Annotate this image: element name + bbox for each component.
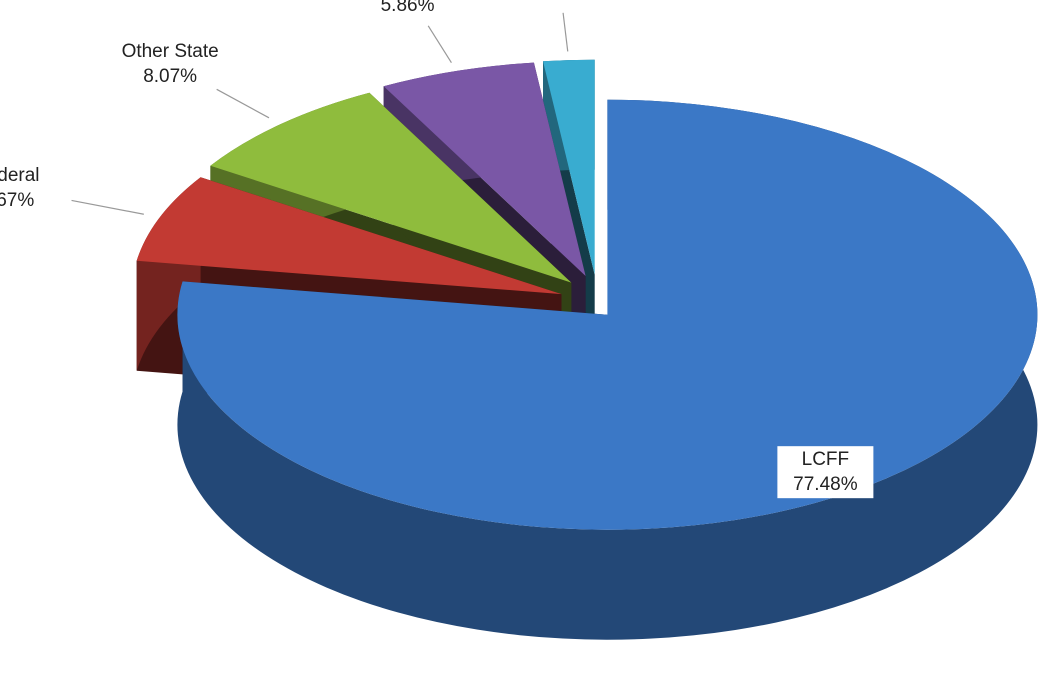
value-label: 5.86% [381, 0, 435, 16]
category-label: Other State [122, 41, 219, 62]
slice [177, 99, 1038, 530]
slice-label: Federal 6.67% [0, 165, 144, 215]
value-label: 77.48% [793, 474, 858, 495]
value-label: 8.07% [143, 66, 197, 87]
slice-label: LCFF 77.48% [777, 446, 874, 499]
category-label: LCFF [802, 449, 850, 470]
slice-label: Local5.86% [381, 0, 452, 64]
slice [136, 177, 562, 295]
value-label: 1.92% [532, 0, 586, 2]
slice-label: Transfers In/Sources1.92% [532, 0, 586, 52]
slice-label: Other State 8.07% [122, 41, 270, 119]
slice [383, 62, 586, 276]
slice [543, 59, 595, 275]
leader-line [216, 88, 270, 119]
leader-line [562, 12, 569, 52]
leader-line [71, 199, 144, 215]
category-label: Federal [0, 165, 39, 186]
leader-line [427, 25, 452, 64]
slice [210, 92, 572, 283]
value-label: 6.67% [0, 190, 34, 211]
label-background [777, 446, 874, 499]
